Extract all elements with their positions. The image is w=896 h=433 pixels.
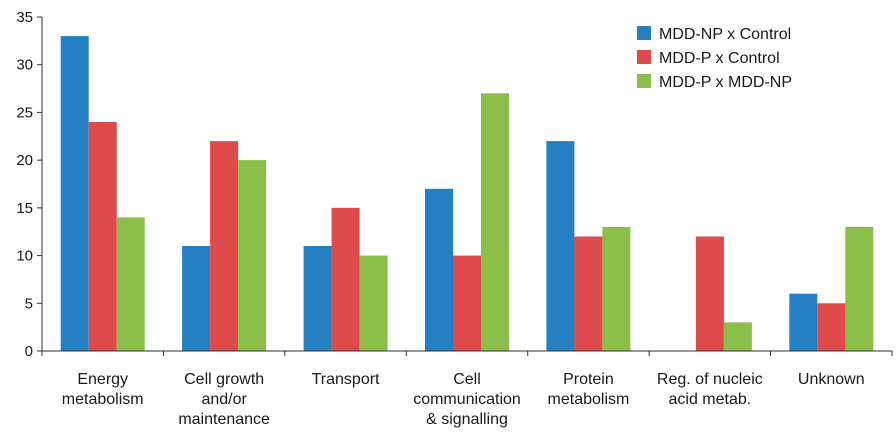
bar-series-3-category-4 [481, 93, 509, 352]
y-tick-label: 5 [25, 295, 33, 312]
bar-series-1-category-3 [303, 246, 332, 351]
legend: MDD-NP x Control MDD-P x Control MDD-P x M… [637, 26, 792, 91]
y-tick-label: 35 [16, 9, 33, 26]
category-label: Unknown [798, 371, 865, 388]
bar-series-2-category-6 [695, 236, 724, 351]
bar-series-1-category-7 [789, 293, 818, 351]
category-label: Cell growth and/or maintenance [178, 371, 270, 428]
category-label: Cell communication & signalling [413, 371, 521, 428]
y-tick-label: 10 [16, 248, 33, 265]
category-label: Protein metabolism [548, 371, 630, 408]
legend-label: MDD-NP x Control [659, 26, 791, 43]
legend-swatch [637, 50, 651, 64]
bar-series-3-category-2 [238, 160, 267, 351]
bar-series-3-category-6 [723, 322, 752, 351]
category-label: Energy metabolism [62, 371, 144, 408]
bar-series-3-category-7 [845, 226, 874, 351]
bar-series-3-category-1 [116, 217, 145, 351]
legend-swatch [637, 26, 651, 40]
y-tick-label: 25 [16, 104, 33, 121]
category-label: Reg. of nucleic acid metab. [657, 371, 763, 408]
bars-layer [60, 36, 874, 352]
bar-series-1-category-2 [182, 246, 211, 351]
bar-series-1-category-4 [425, 188, 453, 351]
bar-series-1-category-1 [60, 36, 89, 351]
y-tick-label: 0 [25, 343, 33, 360]
bar-series-2-category-5 [574, 236, 603, 351]
bar-series-3-category-5 [602, 226, 631, 351]
category-label: Transport [312, 371, 380, 388]
legend-label: MDD-P x MDD-NP [659, 74, 792, 91]
bar-series-3-category-3 [359, 255, 388, 351]
bar-series-2-category-3 [331, 207, 360, 351]
y-tick-label: 20 [16, 152, 33, 169]
bar-series-1-category-5 [546, 141, 575, 351]
bar-series-2-category-7 [817, 303, 846, 351]
legend-label: MDD-P x Control [659, 50, 780, 67]
y-tick-label: 15 [16, 200, 33, 217]
legend-swatch [637, 74, 651, 88]
bar-series-2-category-4 [453, 255, 481, 351]
y-tick-label: 30 [16, 57, 33, 74]
bar-series-2-category-2 [210, 141, 239, 351]
axes-layer: 0 5 10 15 20 25 30 35 Energy metabolism Cell growt… [16, 9, 893, 428]
bar-series-2-category-1 [88, 122, 117, 351]
